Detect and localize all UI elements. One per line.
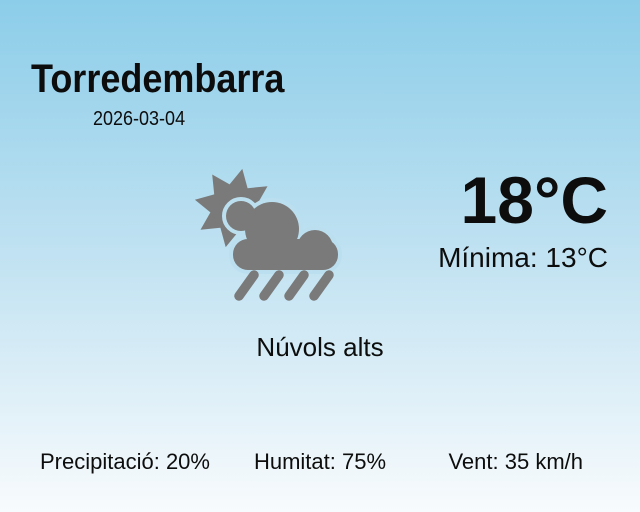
cloud-shape	[226, 201, 338, 270]
precipitation-label: Precipitació: 20%	[40, 449, 210, 474]
current-temperature: 18°C	[460, 163, 608, 237]
date-label: 2026-03-04	[93, 108, 186, 130]
wind-label: Vent: 35 km/h	[448, 449, 583, 474]
page-title: Torredembarra	[31, 57, 285, 101]
minimum-temperature: Mínima: 13°C	[438, 242, 608, 273]
rain-drops-shape	[234, 270, 334, 301]
weather-details-row: Precipitació: 20% Humitat: 75% Vent: 35 …	[0, 449, 640, 478]
sun-cloud-rain-icon	[170, 155, 370, 310]
humidity-label: Humitat: 75%	[253, 449, 387, 474]
weather-condition: Núvols alts	[256, 332, 384, 362]
